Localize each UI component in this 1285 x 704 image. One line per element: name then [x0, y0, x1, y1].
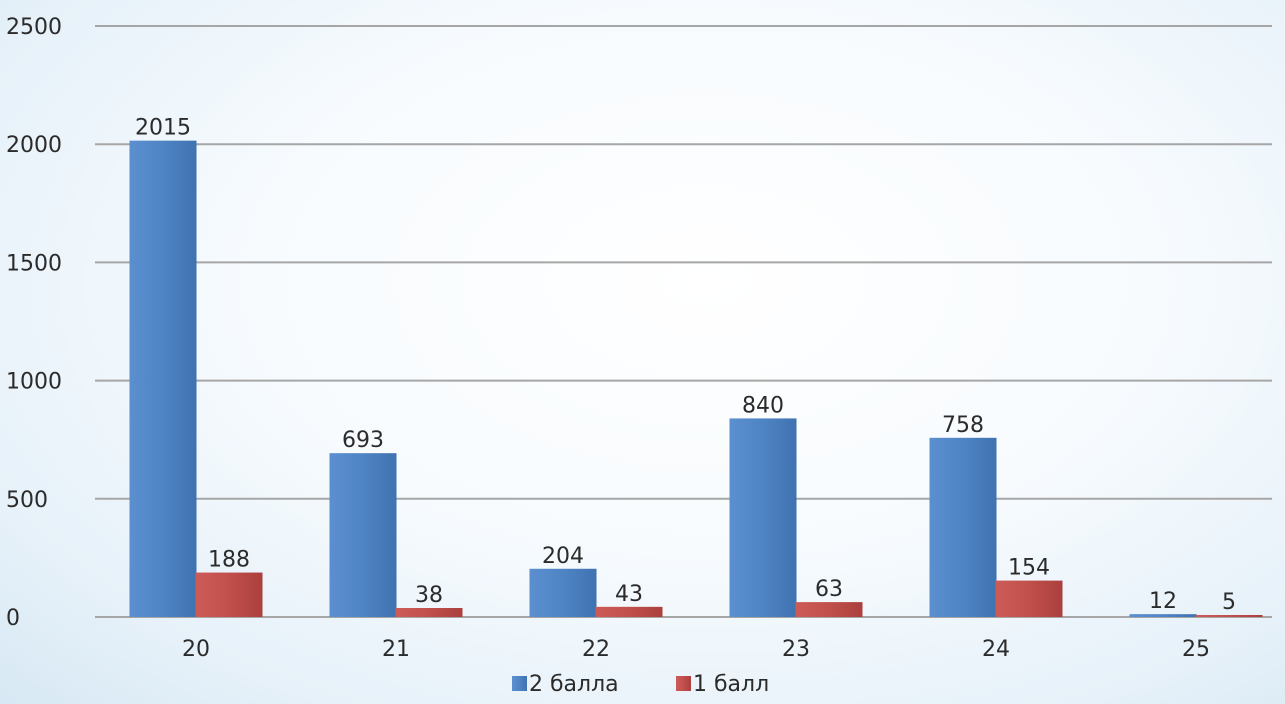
bar-series1 — [529, 568, 597, 617]
data-label: 154 — [1008, 556, 1050, 581]
bar-series2 — [195, 572, 263, 617]
legend-label: 2 балла — [529, 672, 619, 697]
y-tick-label: 2000 — [6, 133, 62, 158]
bar-series1 — [729, 418, 797, 617]
x-tick-label: 24 — [982, 637, 1010, 662]
data-label: 840 — [742, 393, 784, 418]
data-label: 12 — [1149, 589, 1177, 614]
bars — [129, 140, 1263, 618]
y-tick-label: 500 — [6, 488, 48, 513]
data-label: 43 — [615, 582, 643, 607]
y-axis-tick-labels: 0 500 1000 1500 2000 2500 — [6, 15, 62, 631]
x-tick-label: 20 — [182, 637, 210, 662]
data-label: 693 — [342, 428, 384, 453]
data-labels: 2015 188 693 38 204 43 840 63 758 154 12 5 — [135, 116, 1236, 615]
bar-series2 — [795, 602, 863, 617]
legend-item: 2 балла — [512, 672, 619, 697]
bar-series1 — [929, 437, 997, 617]
data-label: 2015 — [135, 116, 191, 141]
bar-series1 — [1129, 614, 1197, 617]
x-tick-label: 23 — [782, 637, 810, 662]
legend-swatch — [676, 676, 691, 691]
legend-label: 1 балл — [693, 672, 769, 697]
y-tick-label: 1000 — [6, 370, 62, 395]
x-axis-tick-labels: 20 21 22 23 24 25 — [182, 637, 1210, 662]
y-tick-label: 1500 — [6, 251, 62, 276]
legend: 2 балла 1 балл — [512, 672, 769, 697]
data-label: 5 — [1222, 590, 1236, 615]
bar-series2 — [595, 606, 663, 617]
y-tick-label: 2500 — [6, 15, 62, 40]
x-tick-label: 25 — [1182, 637, 1210, 662]
bar-series1 — [329, 453, 397, 617]
bar-series2 — [395, 608, 463, 617]
data-label: 188 — [208, 548, 250, 573]
x-tick-label: 22 — [582, 637, 610, 662]
bar-series2 — [995, 580, 1063, 617]
bar-series1 — [129, 140, 197, 618]
legend-swatch — [512, 676, 527, 691]
gridlines — [95, 25, 1272, 618]
data-label: 63 — [815, 577, 843, 602]
x-tick-label: 21 — [382, 637, 410, 662]
data-label: 758 — [942, 413, 984, 438]
data-label: 38 — [415, 583, 443, 608]
legend-item: 1 балл — [676, 672, 769, 697]
bar-series2 — [1195, 615, 1263, 617]
y-tick-label: 0 — [6, 606, 20, 631]
data-label: 204 — [542, 544, 584, 569]
